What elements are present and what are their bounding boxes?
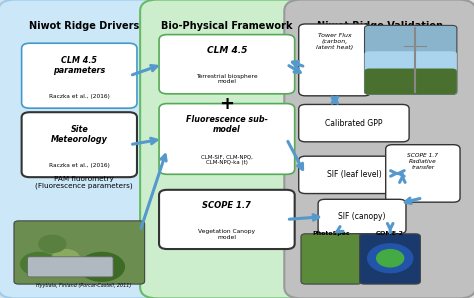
Circle shape <box>52 250 79 267</box>
Circle shape <box>79 252 124 281</box>
Text: SIF (leaf level): SIF (leaf level) <box>327 170 381 179</box>
FancyBboxPatch shape <box>365 25 457 94</box>
Text: SCOPE 1.7: SCOPE 1.7 <box>202 201 251 210</box>
Text: Raczka et al., (2016): Raczka et al., (2016) <box>49 94 110 99</box>
Text: Hyytiala, Finland (Porcar-Castell, 2011): Hyytiala, Finland (Porcar-Castell, 2011) <box>36 283 131 288</box>
Text: Niwot Ridge Validation: Niwot Ridge Validation <box>317 21 443 31</box>
Text: +: + <box>219 95 234 114</box>
FancyBboxPatch shape <box>299 24 371 96</box>
FancyBboxPatch shape <box>22 112 137 177</box>
Text: Site
Meteorology: Site Meteorology <box>51 125 108 144</box>
Text: CLM-SIF, CLM-NPQ,
CLM-NPQ-ka (t): CLM-SIF, CLM-NPQ, CLM-NPQ-ka (t) <box>201 154 253 165</box>
Text: GOME-2: GOME-2 <box>376 231 404 236</box>
FancyBboxPatch shape <box>14 221 145 284</box>
Text: SIF (canopy): SIF (canopy) <box>338 212 386 221</box>
Text: Raczka et al., (2016): Raczka et al., (2016) <box>49 163 110 168</box>
Text: Terrestrial biosphere
model: Terrestrial biosphere model <box>196 74 258 84</box>
FancyBboxPatch shape <box>360 234 420 284</box>
Text: Bio-Physical Framework: Bio-Physical Framework <box>161 21 292 31</box>
FancyBboxPatch shape <box>365 51 457 94</box>
FancyBboxPatch shape <box>27 257 113 277</box>
Text: PAM fluorometry
(Fluorescence parameters): PAM fluorometry (Fluorescence parameters… <box>35 176 133 189</box>
FancyBboxPatch shape <box>365 69 457 94</box>
FancyBboxPatch shape <box>22 43 137 108</box>
FancyBboxPatch shape <box>159 190 295 249</box>
Text: SCOPE 1.7
Radiative
transfer: SCOPE 1.7 Radiative transfer <box>407 153 438 170</box>
Text: CLM 4.5: CLM 4.5 <box>207 46 247 55</box>
FancyBboxPatch shape <box>299 156 409 194</box>
Circle shape <box>368 244 413 273</box>
Circle shape <box>39 235 66 252</box>
FancyBboxPatch shape <box>140 0 314 298</box>
Circle shape <box>377 250 404 267</box>
FancyBboxPatch shape <box>284 0 474 298</box>
Text: PhotoSpec: PhotoSpec <box>312 231 350 236</box>
FancyBboxPatch shape <box>299 104 409 142</box>
Text: Vegetation Canopy
model: Vegetation Canopy model <box>198 229 255 240</box>
FancyBboxPatch shape <box>386 145 460 202</box>
FancyBboxPatch shape <box>159 104 295 174</box>
Text: Niwot Ridge Drivers: Niwot Ridge Drivers <box>29 21 139 31</box>
FancyBboxPatch shape <box>318 199 406 234</box>
FancyBboxPatch shape <box>159 35 295 94</box>
FancyBboxPatch shape <box>301 234 362 284</box>
Text: Fluorescence sub-
model: Fluorescence sub- model <box>186 114 268 134</box>
FancyBboxPatch shape <box>0 0 169 298</box>
Text: CLM 4.5
parameters: CLM 4.5 parameters <box>53 56 105 75</box>
Text: Calibrated GPP: Calibrated GPP <box>325 119 383 128</box>
Text: Tower Flux
(carbon,
latent heat): Tower Flux (carbon, latent heat) <box>316 33 354 50</box>
Circle shape <box>21 252 57 275</box>
